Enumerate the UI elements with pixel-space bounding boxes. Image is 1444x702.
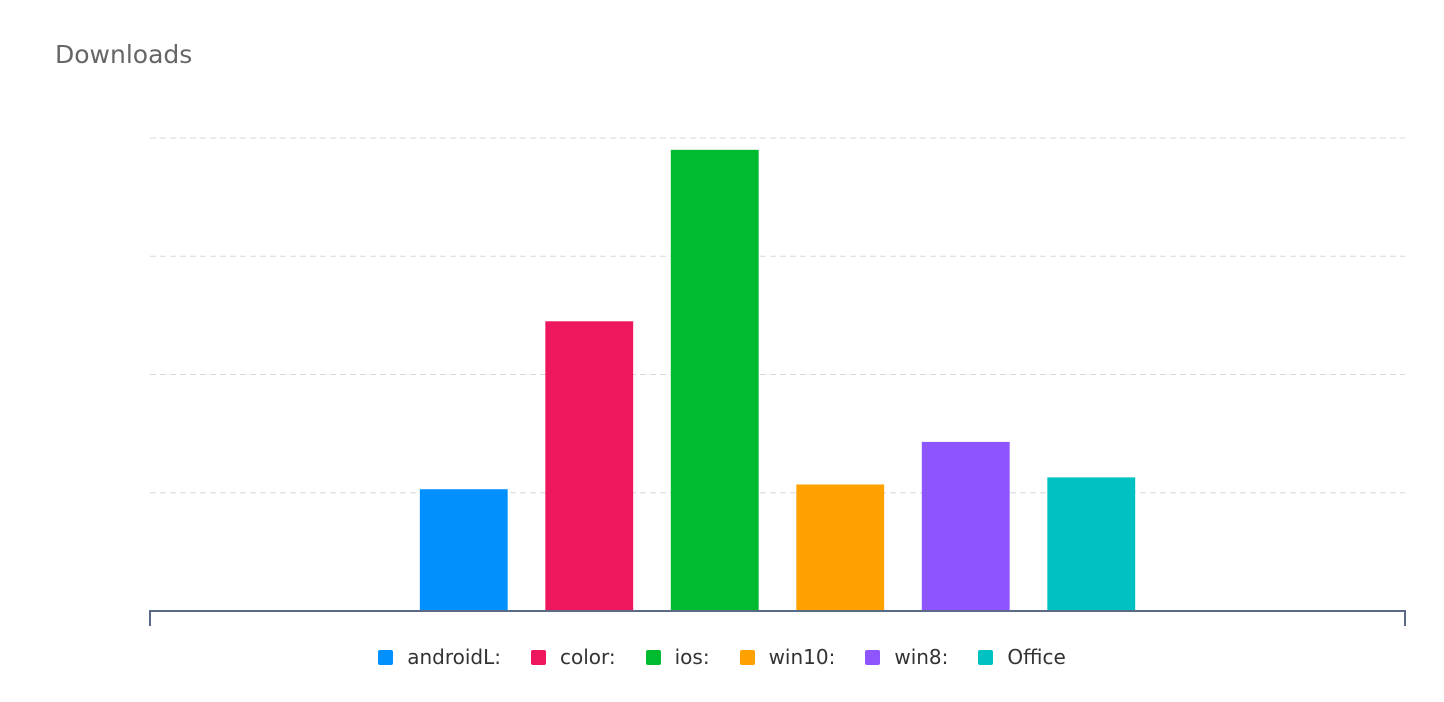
- legend-item[interactable]: Office: [978, 645, 1066, 669]
- bar: [796, 484, 885, 611]
- legend-label: androidL:: [407, 645, 501, 669]
- legend-swatch: [645, 649, 661, 665]
- legend-swatch: [530, 649, 546, 665]
- bar: [921, 441, 1010, 611]
- bar: [1047, 477, 1136, 611]
- legend: androidL: color: ios: win10: win8: Office: [0, 645, 1444, 669]
- legend-item[interactable]: win8:: [865, 645, 948, 669]
- chart-title: Downloads: [55, 40, 193, 69]
- legend-label: win8:: [894, 645, 949, 669]
- bar: [545, 321, 634, 611]
- x-axis: [149, 610, 1406, 626]
- legend-swatch: [378, 649, 394, 665]
- legend-item[interactable]: win10:: [739, 645, 836, 669]
- legend-item[interactable]: color:: [530, 645, 616, 669]
- legend-swatch: [739, 649, 755, 665]
- bar: [670, 149, 759, 611]
- legend-swatch: [865, 649, 881, 665]
- legend-swatch: [978, 649, 994, 665]
- legend-label: Office: [1007, 645, 1066, 669]
- bar: [419, 489, 508, 611]
- legend-label: color:: [559, 645, 616, 669]
- legend-item[interactable]: ios:: [645, 645, 710, 669]
- legend-label: win10:: [768, 645, 836, 669]
- chart: [149, 137, 1406, 626]
- legend-label: ios:: [674, 645, 710, 669]
- legend-item[interactable]: androidL:: [378, 645, 501, 669]
